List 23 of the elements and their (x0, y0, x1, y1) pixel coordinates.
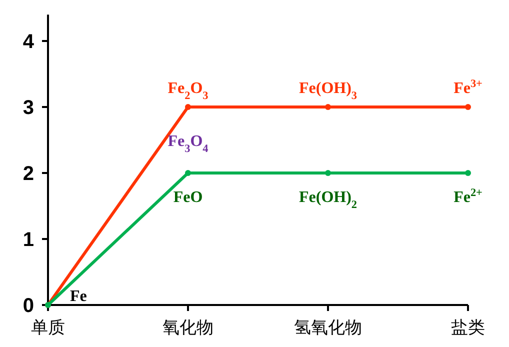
x-tick-label: 盐类 (451, 318, 485, 338)
y-tick-label: 4 (22, 31, 35, 53)
x-tick-label: 氢氧化物 (294, 318, 362, 338)
point (325, 104, 331, 110)
annotation: Fe$_{2}$O$_{3}$ (168, 80, 209, 102)
annotation: Fe$^{2+}$ (454, 187, 482, 206)
y-tick-label: 0 (22, 295, 34, 317)
y-tick-label: 3 (22, 97, 34, 119)
point (185, 104, 191, 110)
annotation: Fe(OH)$_{2}$ (298, 189, 358, 211)
point (465, 170, 471, 176)
annotation: Fe(OH)$_{3}$ (298, 80, 358, 102)
y-tick-label: 2 (22, 163, 34, 185)
y-tick-label: 1 (22, 229, 34, 251)
x-tick-label: 氧化物 (162, 318, 214, 338)
point (465, 104, 471, 110)
x-tick-label: 单质 (31, 318, 65, 338)
annotation: Fe (70, 288, 87, 305)
point (185, 170, 191, 176)
point (325, 170, 331, 176)
annotation: Fe$_{3}$O$_{4}$ (168, 133, 209, 155)
annotation: Fe$^{3+}$ (454, 78, 482, 97)
annotation: FeO (173, 189, 203, 206)
